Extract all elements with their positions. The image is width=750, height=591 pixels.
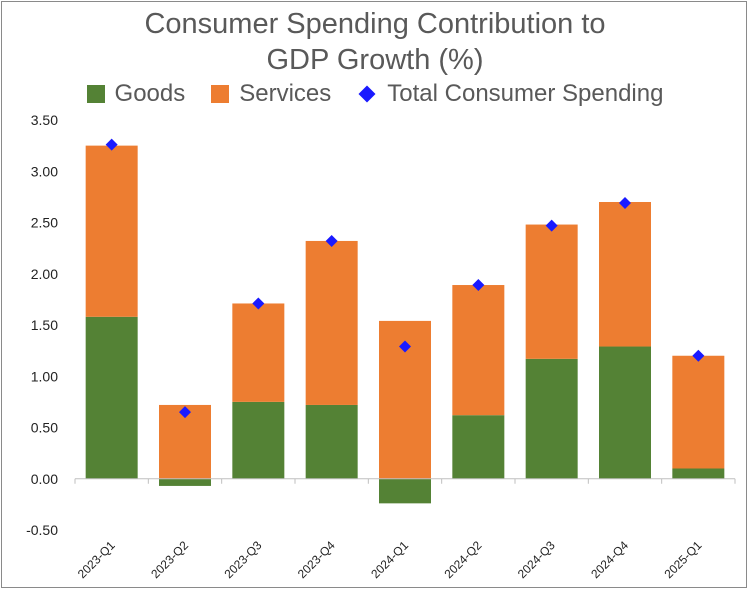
goods-bar bbox=[379, 478, 431, 504]
legend: Goods Services Total Consumer Spending bbox=[0, 79, 750, 109]
total-marker bbox=[692, 349, 705, 362]
legend-entry-goods: Goods bbox=[86, 80, 186, 108]
total-marker bbox=[325, 234, 338, 247]
goods-bar bbox=[672, 468, 725, 479]
y-tick-label: 2.50 bbox=[31, 215, 58, 231]
x-tick-label: 2024-Q3 bbox=[515, 538, 558, 581]
x-tick-label: 2024-Q4 bbox=[588, 538, 631, 581]
services-bar bbox=[599, 202, 651, 347]
y-tick-label: 0.50 bbox=[31, 420, 58, 436]
total-marker bbox=[399, 340, 411, 353]
goods-bar bbox=[159, 478, 211, 486]
total-marker bbox=[252, 297, 265, 310]
y-tick-label: -0.50 bbox=[26, 522, 58, 538]
total-marker bbox=[105, 138, 118, 151]
total-marker bbox=[619, 197, 631, 210]
services-bar bbox=[305, 240, 358, 405]
total-marker bbox=[179, 406, 191, 419]
x-tick-label: 2025-Q1 bbox=[662, 538, 705, 581]
chart-title-line-1: Consumer Spending Contribution to bbox=[144, 8, 606, 40]
chart-title-line-2: GDP Growth (%) bbox=[266, 44, 484, 76]
services-bar bbox=[452, 285, 505, 416]
goods-bar bbox=[85, 316, 138, 479]
x-tick-label: 2023-Q4 bbox=[295, 538, 338, 581]
total-marker bbox=[472, 279, 485, 292]
x-tick-label: 2024-Q2 bbox=[442, 538, 485, 581]
goods-swatch bbox=[86, 85, 105, 103]
services-bar bbox=[525, 224, 578, 359]
x-tick-label: 2023-Q2 bbox=[148, 538, 191, 581]
y-tick-label: 3.00 bbox=[31, 163, 58, 179]
goods-bar bbox=[232, 401, 285, 479]
y-tick-label: 1.00 bbox=[31, 368, 58, 384]
goods-bar bbox=[452, 415, 505, 479]
goods-bar bbox=[305, 404, 358, 479]
services-bar bbox=[232, 303, 285, 402]
total-marker bbox=[545, 219, 558, 232]
y-tick-label: 0.00 bbox=[31, 471, 58, 487]
x-tick-label: 2024-Q1 bbox=[368, 538, 411, 581]
x-tick-label: 2023-Q3 bbox=[222, 538, 265, 581]
legend-label-goods: Goods bbox=[114, 80, 186, 107]
services-bar bbox=[672, 355, 725, 469]
x-tick-label: 2023-Q1 bbox=[75, 538, 118, 581]
y-tick-label: 3.50 bbox=[31, 112, 58, 128]
legend-label-total: Total Consumer Spending bbox=[387, 80, 664, 107]
legend-label-services: Services bbox=[239, 80, 332, 107]
legend-entry-total: Total Consumer Spending bbox=[357, 80, 663, 108]
y-tick-label: 1.50 bbox=[31, 317, 58, 333]
legend-entry-services: Services bbox=[211, 80, 331, 108]
y-tick-label: 2.00 bbox=[31, 266, 58, 282]
goods-bar bbox=[525, 358, 578, 479]
services-bar bbox=[85, 145, 138, 317]
goods-bar bbox=[599, 346, 651, 479]
services-swatch bbox=[211, 85, 230, 103]
